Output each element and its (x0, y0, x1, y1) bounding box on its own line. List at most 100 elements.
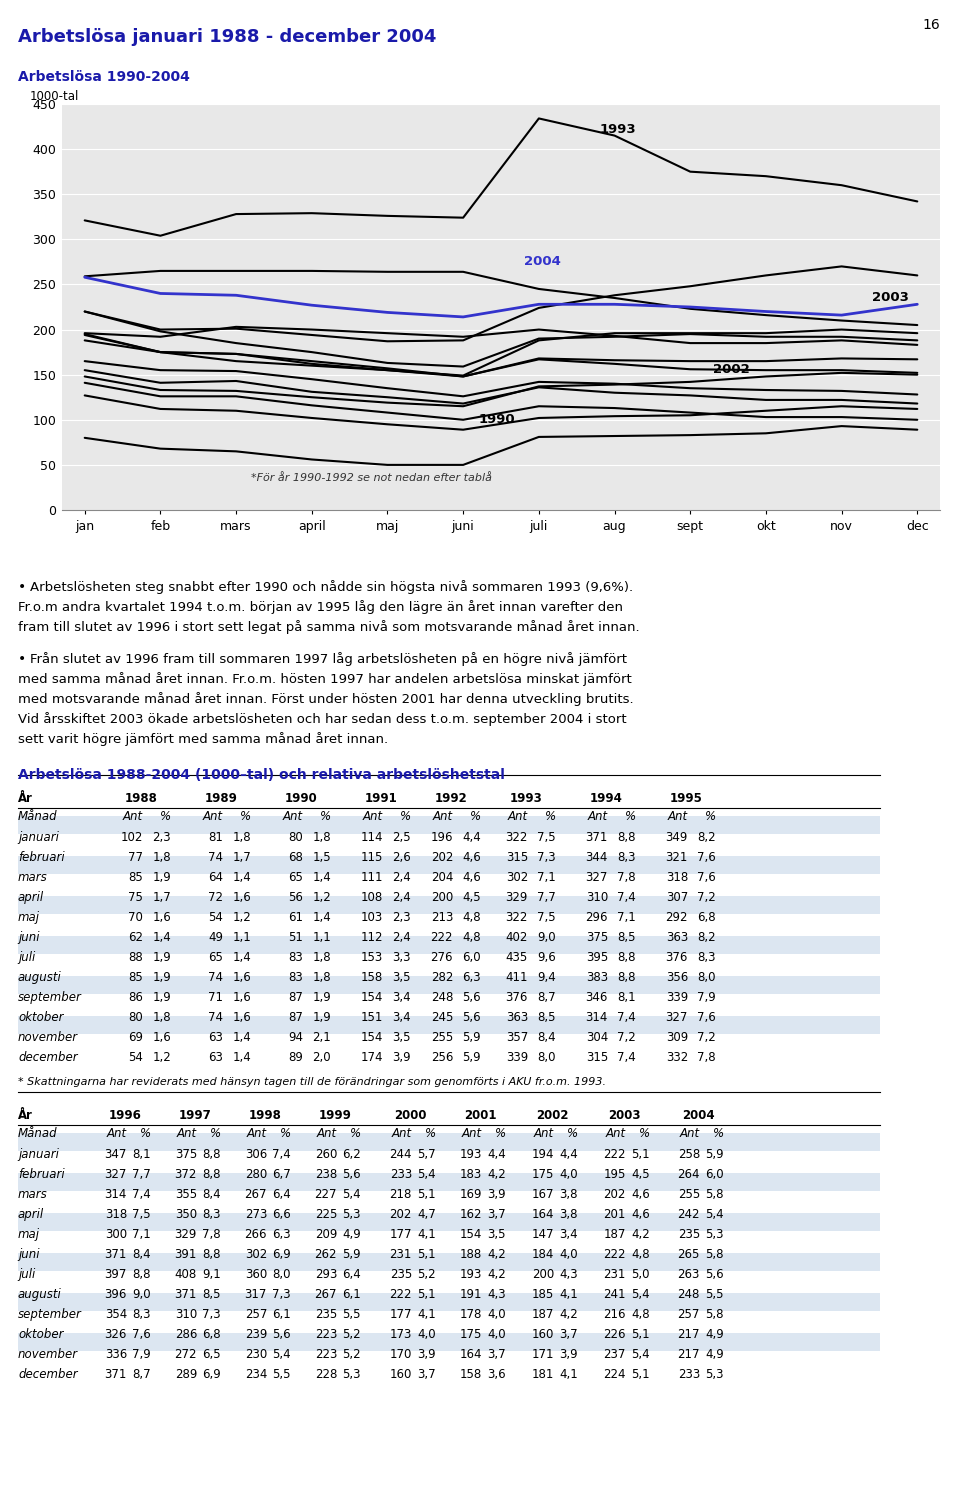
Text: 164: 164 (532, 1207, 554, 1221)
Text: 1995: 1995 (669, 793, 703, 804)
Text: 1992: 1992 (435, 793, 468, 804)
Text: 6,4: 6,4 (273, 1188, 291, 1201)
Text: 408: 408 (175, 1268, 197, 1280)
Text: 147: 147 (532, 1228, 554, 1242)
Text: 286: 286 (175, 1328, 197, 1341)
Text: 3,9: 3,9 (560, 1349, 578, 1361)
Text: 1993: 1993 (599, 123, 636, 135)
Text: Ant: Ant (588, 810, 608, 822)
Text: 7,3: 7,3 (203, 1309, 221, 1320)
Text: 175: 175 (532, 1167, 554, 1181)
Text: 158: 158 (361, 971, 383, 984)
Text: 272: 272 (175, 1349, 197, 1361)
Text: 315: 315 (586, 1051, 608, 1065)
Text: Arbetslösa 1990-2004: Arbetslösa 1990-2004 (18, 70, 190, 83)
Text: 8,8: 8,8 (203, 1167, 221, 1181)
Text: 5,5: 5,5 (706, 1288, 724, 1301)
Text: 7,4: 7,4 (617, 1011, 636, 1025)
Text: 200: 200 (431, 891, 453, 904)
Text: 397: 397 (105, 1268, 127, 1280)
Text: 6,8: 6,8 (697, 912, 716, 923)
Text: 326: 326 (105, 1328, 127, 1341)
Text: 310: 310 (586, 891, 608, 904)
Text: Ant: Ant (283, 810, 303, 822)
Text: 4,0: 4,0 (488, 1328, 506, 1341)
Text: 2003: 2003 (608, 1109, 640, 1123)
Text: 8,4: 8,4 (538, 1030, 556, 1044)
Text: 7,6: 7,6 (697, 1011, 716, 1025)
Text: 151: 151 (361, 1011, 383, 1025)
Text: 1996: 1996 (108, 1109, 141, 1123)
Text: 239: 239 (245, 1328, 267, 1341)
Text: 376: 376 (506, 990, 528, 1004)
Text: 2,3: 2,3 (393, 912, 411, 923)
Text: 224: 224 (604, 1368, 626, 1381)
Text: november: november (18, 1030, 78, 1044)
Text: juni: juni (18, 931, 39, 944)
Text: 222: 222 (604, 1248, 626, 1261)
Text: 8,0: 8,0 (538, 1051, 556, 1065)
Text: 248: 248 (431, 990, 453, 1004)
Text: * Skattningarna har reviderats med hänsyn tagen till de förändringar som genomfö: * Skattningarna har reviderats med hänsy… (18, 1077, 606, 1087)
Text: mars: mars (18, 1188, 48, 1201)
Text: 102: 102 (121, 831, 143, 845)
Text: 3,7: 3,7 (488, 1207, 506, 1221)
Text: 3,7: 3,7 (488, 1349, 506, 1361)
Text: 396: 396 (105, 1288, 127, 1301)
Text: sett varit högre jämfört med samma månad året innan.: sett varit högre jämfört med samma månad… (18, 732, 388, 746)
Text: 307: 307 (665, 891, 688, 904)
Text: 4,0: 4,0 (560, 1248, 578, 1261)
Text: 4,0: 4,0 (488, 1309, 506, 1320)
Text: med samma månad året innan. Fr.o.m. hösten 1997 har andelen arbetslösa minskat j: med samma månad året innan. Fr.o.m. höst… (18, 672, 632, 686)
Text: 6,3: 6,3 (273, 1228, 291, 1242)
Text: 209: 209 (315, 1228, 337, 1242)
Text: 160: 160 (532, 1328, 554, 1341)
Text: 242: 242 (678, 1207, 700, 1221)
Text: 264: 264 (678, 1167, 700, 1181)
Text: 65: 65 (208, 952, 223, 964)
Text: 5,8: 5,8 (706, 1248, 724, 1261)
Text: 185: 185 (532, 1288, 554, 1301)
Text: med motsvarande månad året innan. Först under hösten 2001 har denna utveckling b: med motsvarande månad året innan. Först … (18, 691, 634, 706)
Text: 5,1: 5,1 (418, 1248, 436, 1261)
Text: 1,4: 1,4 (232, 1051, 251, 1065)
Text: 5,1: 5,1 (632, 1328, 650, 1341)
Text: %: % (469, 810, 481, 822)
Text: 71: 71 (208, 990, 223, 1004)
Text: 63: 63 (208, 1030, 223, 1044)
Text: 4,1: 4,1 (418, 1309, 436, 1320)
Text: 74: 74 (208, 851, 223, 864)
Text: 74: 74 (208, 971, 223, 984)
Text: 238: 238 (315, 1167, 337, 1181)
Text: 7,7: 7,7 (538, 891, 556, 904)
Text: 296: 296 (586, 912, 608, 923)
Text: 178: 178 (460, 1309, 482, 1320)
Text: 371: 371 (105, 1368, 127, 1381)
Text: april: april (18, 891, 44, 904)
Text: 235: 235 (678, 1228, 700, 1242)
Text: 75: 75 (128, 891, 143, 904)
Text: Ant: Ant (433, 810, 453, 822)
Text: 194: 194 (532, 1148, 554, 1161)
Text: 1990: 1990 (284, 793, 318, 804)
Text: 2,3: 2,3 (153, 831, 171, 845)
Text: År: År (18, 1109, 33, 1123)
Text: 1,7: 1,7 (153, 891, 171, 904)
Text: Ant: Ant (462, 1127, 482, 1141)
Text: 8,8: 8,8 (617, 971, 636, 984)
Text: 257: 257 (678, 1309, 700, 1320)
Text: Ant: Ant (247, 1127, 267, 1141)
Text: 56: 56 (288, 891, 303, 904)
Text: 5,4: 5,4 (343, 1188, 361, 1201)
Text: 87: 87 (288, 990, 303, 1004)
Text: 7,7: 7,7 (132, 1167, 151, 1181)
Text: 184: 184 (532, 1248, 554, 1261)
Text: 280: 280 (245, 1167, 267, 1181)
Text: 245: 245 (431, 1011, 453, 1025)
Text: 383: 383 (586, 971, 608, 984)
Text: 153: 153 (361, 952, 383, 964)
Text: 4,3: 4,3 (560, 1268, 578, 1280)
Text: %: % (494, 1127, 506, 1141)
Text: 376: 376 (665, 952, 688, 964)
Text: 83: 83 (288, 952, 303, 964)
